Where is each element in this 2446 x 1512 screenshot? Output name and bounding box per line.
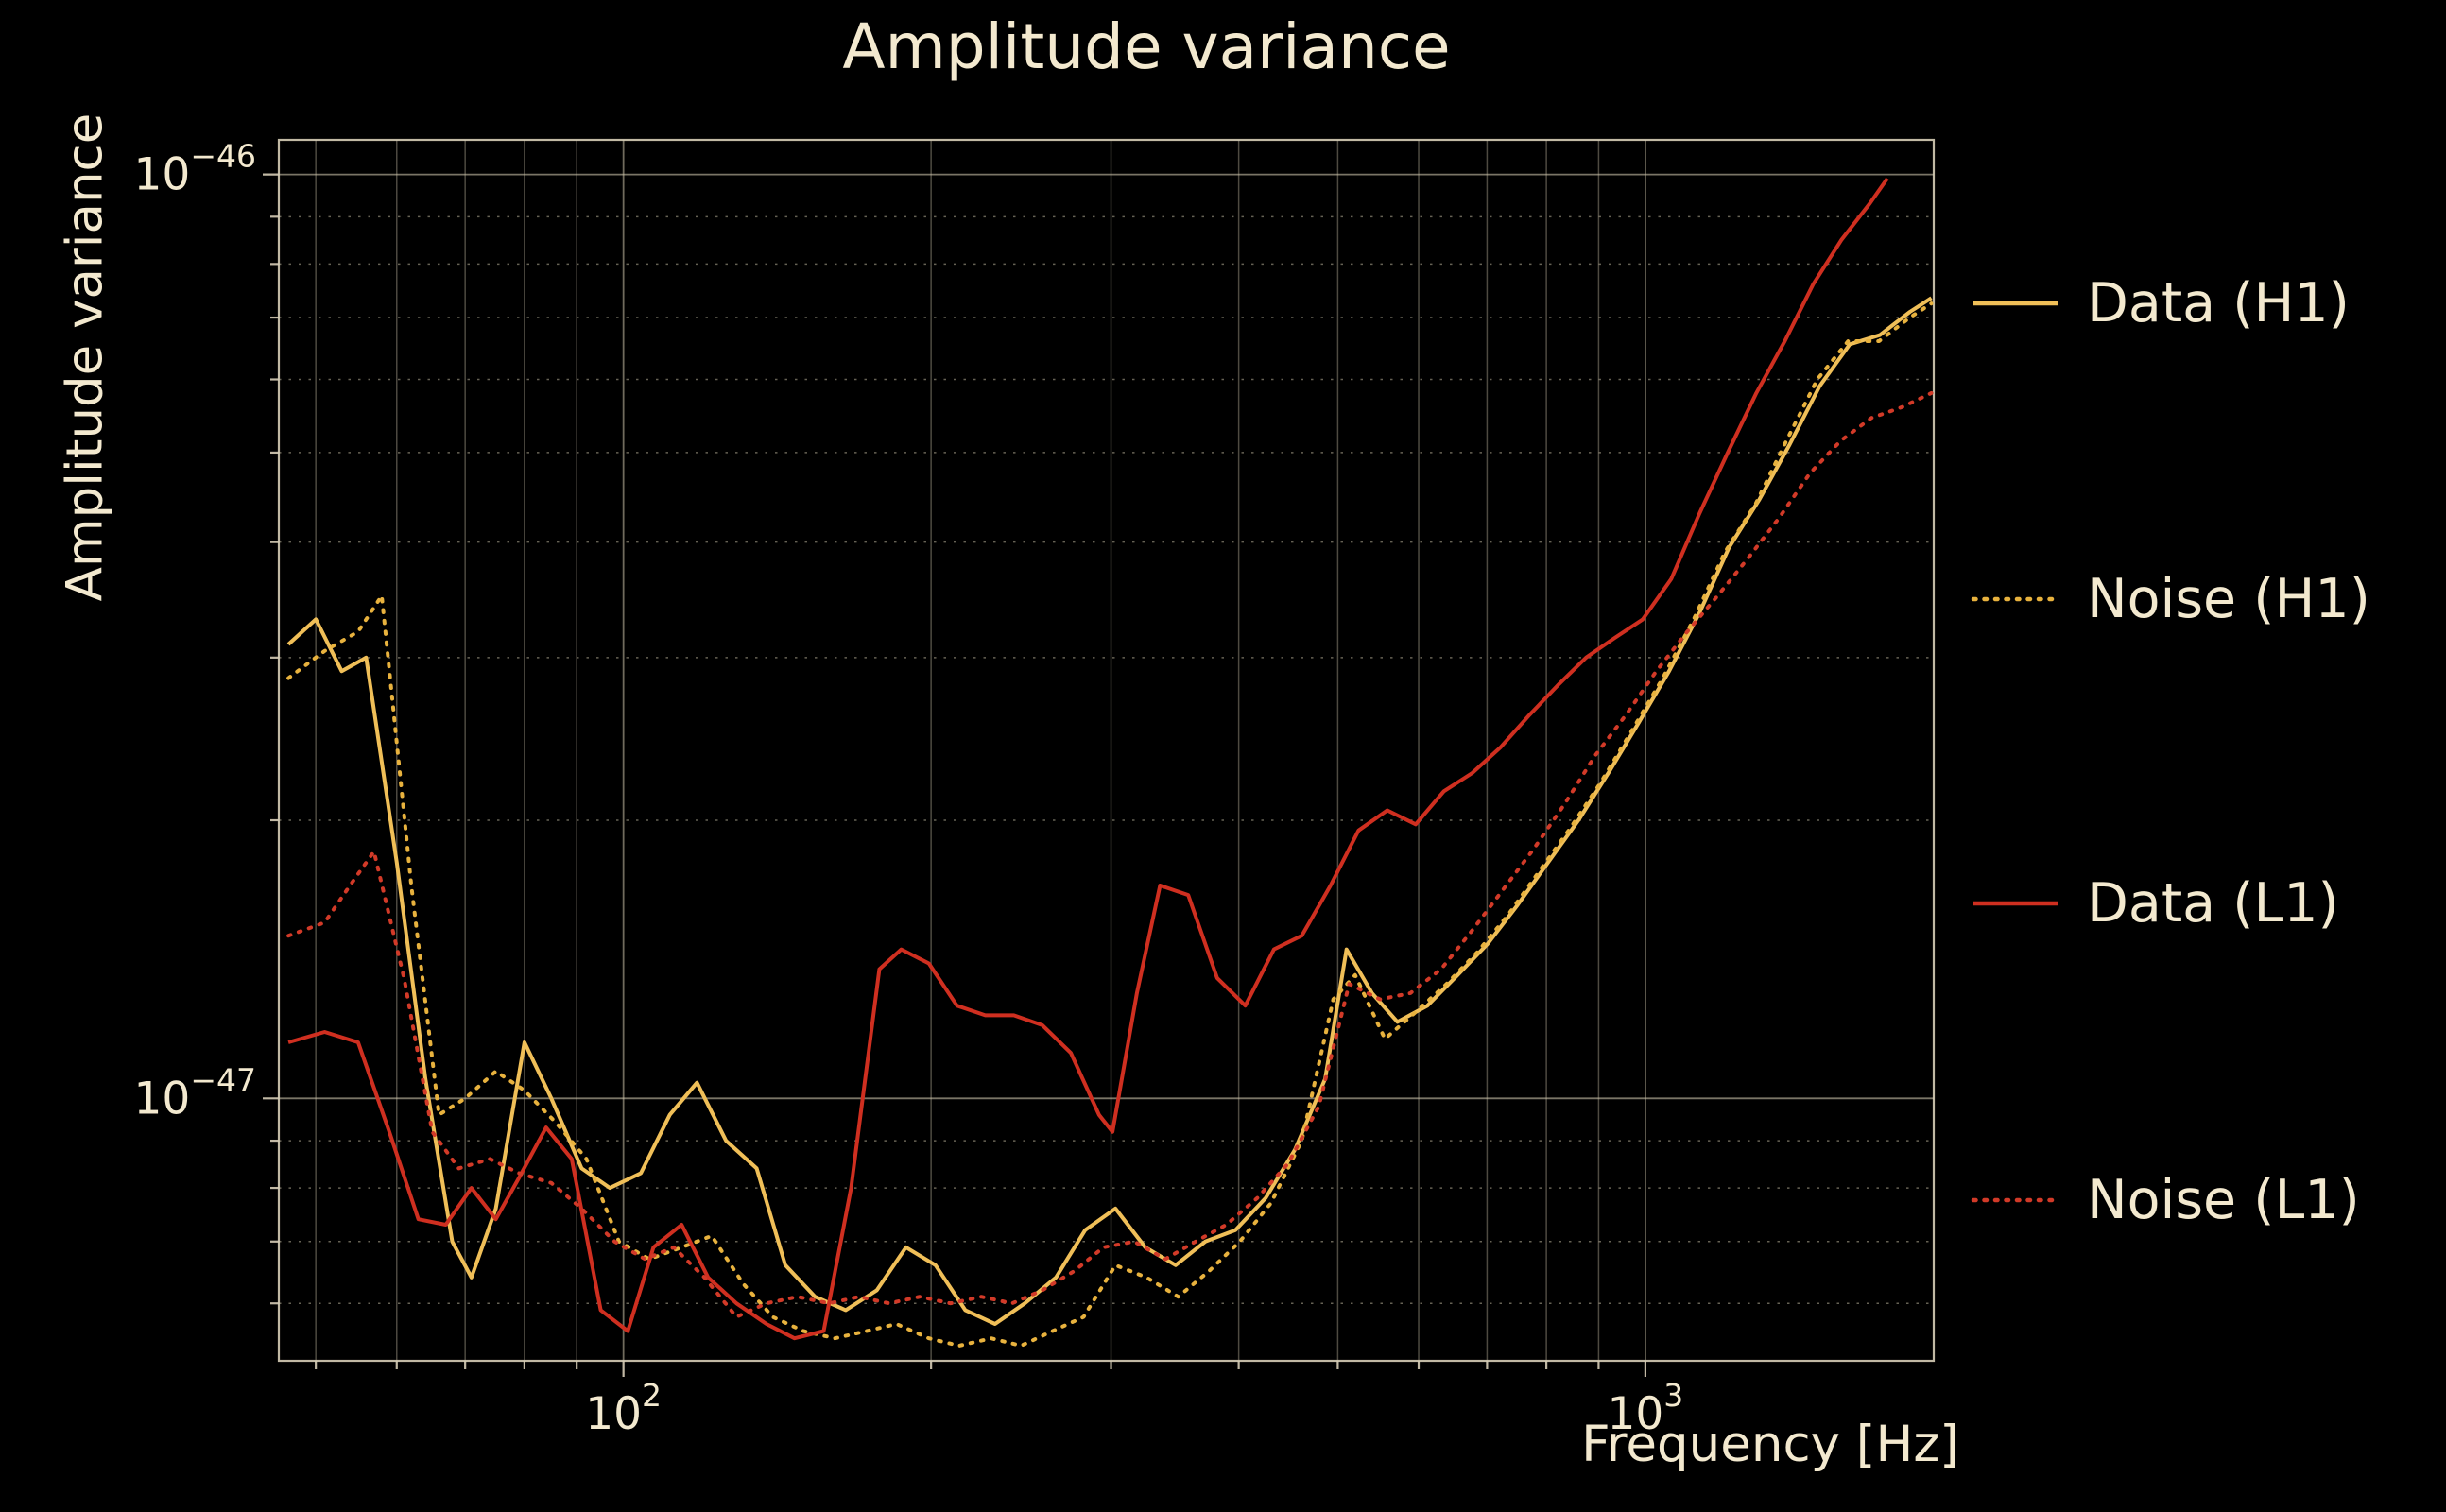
plot-frame <box>277 138 1936 1363</box>
y-axis-label: Amplitude variance <box>56 112 114 602</box>
series-line-data-l1 <box>287 177 1889 1341</box>
x-tick-label: 102 <box>585 1377 662 1440</box>
series-line-data-h1 <box>286 296 1933 1326</box>
y-tick-label: 10−47 <box>134 1061 256 1125</box>
y-tick-label: 10−46 <box>134 138 256 201</box>
series-line-noise-l1 <box>286 390 1934 1319</box>
chart-title: Amplitude variance <box>842 10 1451 83</box>
x-axis-label: Frequency [Hz] <box>1581 1416 1959 1473</box>
x-tick-label: 103 <box>1607 1377 1683 1440</box>
series-line-noise-h1 <box>286 301 1934 1348</box>
